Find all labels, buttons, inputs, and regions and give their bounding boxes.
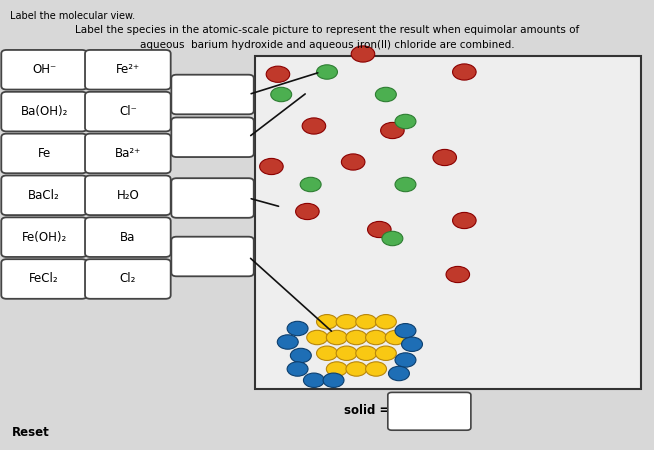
Circle shape — [395, 353, 416, 367]
Circle shape — [302, 118, 326, 134]
FancyBboxPatch shape — [171, 237, 254, 276]
Circle shape — [351, 46, 375, 62]
Text: Reset: Reset — [12, 426, 50, 438]
Text: Ba(OH)₂: Ba(OH)₂ — [20, 105, 68, 118]
Circle shape — [323, 373, 344, 387]
Text: Label the species in the atomic-scale picture to represent the result when equim: Label the species in the atomic-scale pi… — [75, 25, 579, 35]
Circle shape — [388, 366, 409, 381]
Text: Fe: Fe — [37, 147, 51, 160]
Text: H₂O: H₂O — [116, 189, 139, 202]
Circle shape — [446, 266, 470, 283]
Circle shape — [382, 231, 403, 246]
Circle shape — [395, 177, 416, 192]
FancyBboxPatch shape — [1, 92, 87, 131]
Circle shape — [453, 64, 476, 80]
Text: solid =: solid = — [344, 404, 389, 417]
Text: Label the molecular view.: Label the molecular view. — [10, 11, 135, 21]
Text: Ba²⁺: Ba²⁺ — [114, 147, 141, 160]
FancyBboxPatch shape — [85, 92, 171, 131]
Circle shape — [346, 362, 367, 376]
Circle shape — [326, 362, 347, 376]
Circle shape — [287, 362, 308, 376]
Circle shape — [453, 212, 476, 229]
FancyBboxPatch shape — [85, 50, 171, 90]
Circle shape — [307, 330, 328, 345]
Circle shape — [341, 154, 365, 170]
Text: Ba: Ba — [120, 231, 135, 243]
Circle shape — [287, 321, 308, 336]
Text: Fe(OH)₂: Fe(OH)₂ — [22, 231, 67, 243]
FancyBboxPatch shape — [1, 217, 87, 257]
Text: FeCl₂: FeCl₂ — [29, 273, 59, 285]
Circle shape — [296, 203, 319, 220]
FancyBboxPatch shape — [1, 176, 87, 215]
Text: BaCl₂: BaCl₂ — [28, 189, 60, 202]
Circle shape — [260, 158, 283, 175]
Circle shape — [346, 330, 367, 345]
Circle shape — [266, 66, 290, 82]
FancyBboxPatch shape — [171, 178, 254, 218]
Text: Fe²⁺: Fe²⁺ — [116, 63, 140, 76]
Circle shape — [300, 177, 321, 192]
FancyBboxPatch shape — [85, 259, 171, 299]
Circle shape — [395, 114, 416, 129]
FancyBboxPatch shape — [85, 217, 171, 257]
Circle shape — [395, 324, 416, 338]
FancyBboxPatch shape — [1, 134, 87, 173]
Circle shape — [402, 337, 422, 351]
Circle shape — [290, 348, 311, 363]
Circle shape — [381, 122, 404, 139]
Circle shape — [356, 315, 377, 329]
FancyBboxPatch shape — [85, 134, 171, 173]
Circle shape — [385, 330, 406, 345]
Circle shape — [368, 221, 391, 238]
Circle shape — [277, 335, 298, 349]
Circle shape — [336, 346, 357, 360]
Text: OH⁻: OH⁻ — [32, 63, 56, 76]
Circle shape — [356, 346, 377, 360]
Text: aqueous  barium hydroxide and aqueous iron(II) chloride are combined.: aqueous barium hydroxide and aqueous iro… — [140, 40, 514, 50]
FancyBboxPatch shape — [171, 75, 254, 114]
Circle shape — [375, 346, 396, 360]
Text: Cl⁻: Cl⁻ — [119, 105, 137, 118]
Circle shape — [336, 315, 357, 329]
FancyBboxPatch shape — [171, 117, 254, 157]
Circle shape — [433, 149, 456, 166]
Text: Cl₂: Cl₂ — [120, 273, 136, 285]
Bar — [255, 56, 641, 389]
FancyBboxPatch shape — [1, 50, 87, 90]
Circle shape — [375, 315, 396, 329]
Circle shape — [375, 87, 396, 102]
Circle shape — [326, 330, 347, 345]
Circle shape — [317, 346, 337, 360]
Circle shape — [271, 87, 292, 102]
FancyBboxPatch shape — [388, 392, 471, 430]
Circle shape — [317, 315, 337, 329]
Circle shape — [317, 65, 337, 79]
FancyBboxPatch shape — [1, 259, 87, 299]
Circle shape — [366, 330, 387, 345]
Circle shape — [366, 362, 387, 376]
Circle shape — [303, 373, 324, 387]
FancyBboxPatch shape — [85, 176, 171, 215]
